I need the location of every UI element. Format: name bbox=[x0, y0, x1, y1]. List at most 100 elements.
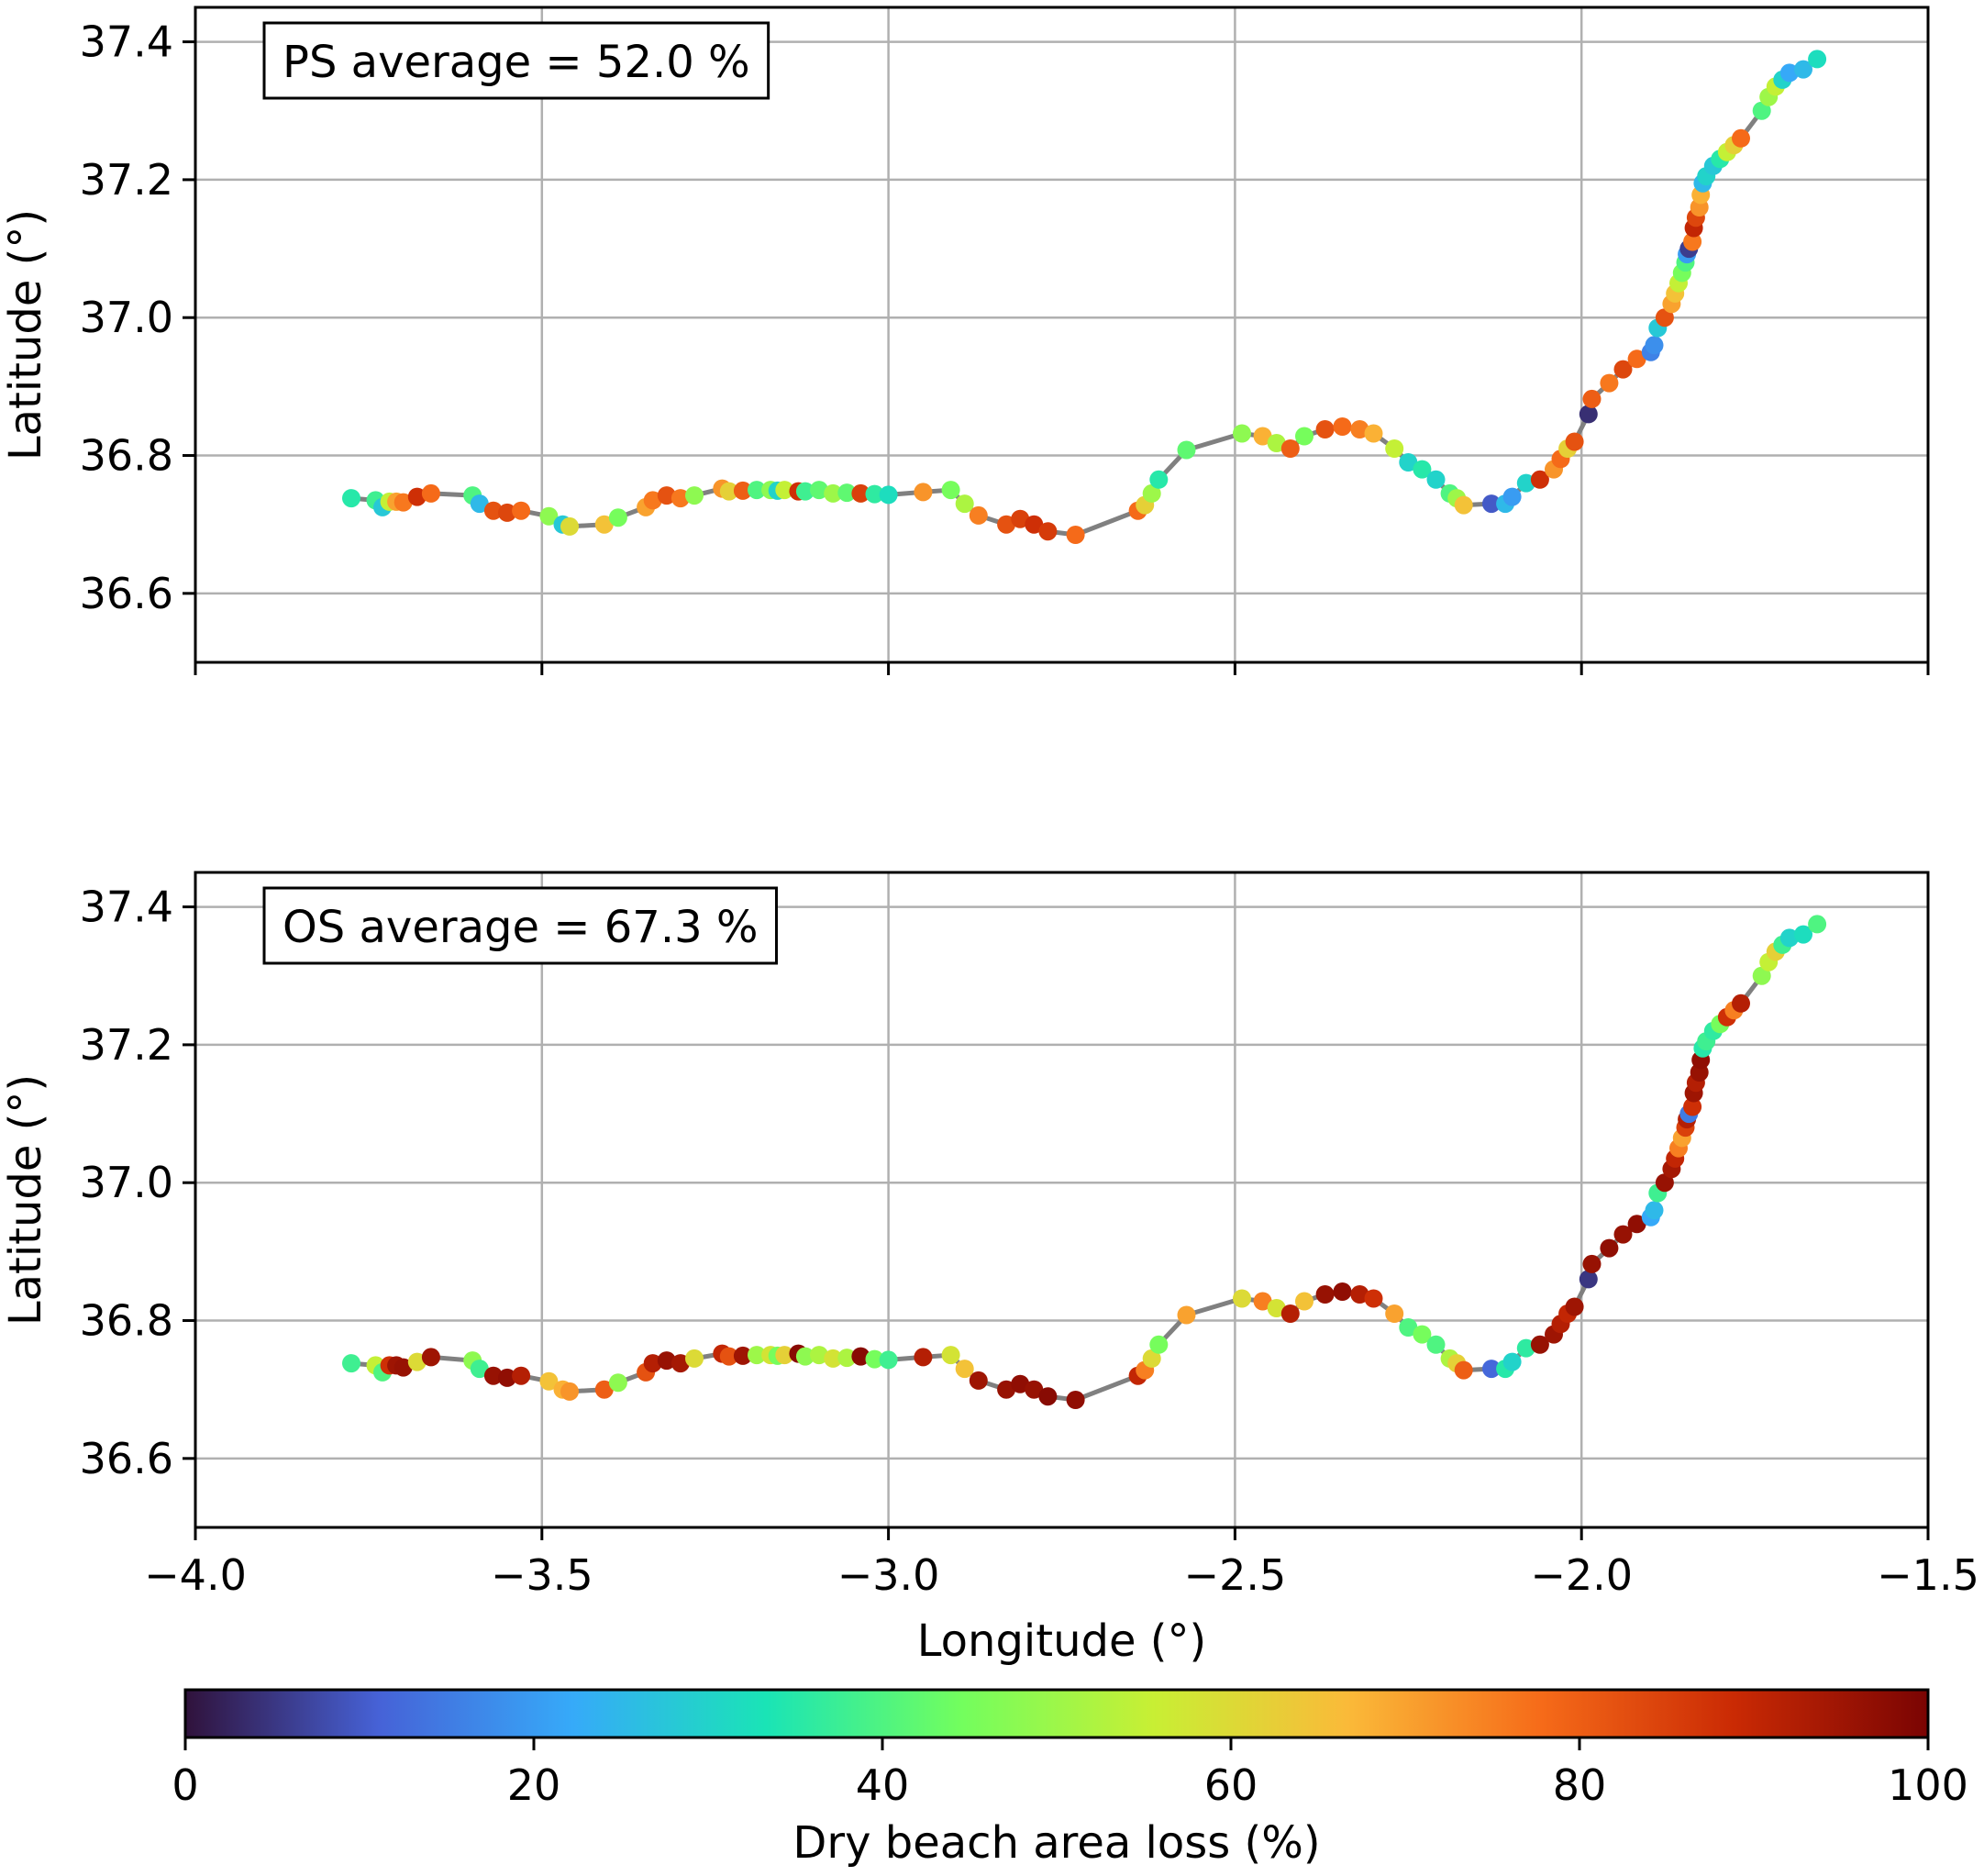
data-point bbox=[539, 1371, 559, 1391]
data-point bbox=[1645, 336, 1664, 355]
data-point bbox=[483, 501, 503, 520]
x-tick-label: −3.0 bbox=[837, 1550, 940, 1600]
data-point bbox=[671, 489, 690, 508]
data-point bbox=[1482, 494, 1501, 514]
data-point bbox=[483, 1366, 503, 1385]
data-point bbox=[865, 1349, 884, 1369]
data-point bbox=[865, 484, 884, 504]
data-point bbox=[879, 485, 898, 505]
data-point bbox=[1149, 1335, 1169, 1354]
y-tick-label: 37.2 bbox=[80, 155, 173, 205]
bottom-panel: 36.6 36.8 37.0 37.2 37.4 −4.0 −3.5 −3.0 −2.5 −2.… bbox=[0, 871, 1979, 1667]
data-point bbox=[1502, 487, 1522, 506]
data-point bbox=[1752, 966, 1771, 985]
data-point bbox=[1253, 1292, 1272, 1311]
data-point bbox=[1333, 1282, 1352, 1301]
bottom-average-annotation: OS average = 67.3 % bbox=[262, 886, 778, 965]
data-point bbox=[775, 481, 794, 500]
data-point bbox=[1177, 440, 1196, 460]
data-point bbox=[1280, 1304, 1300, 1323]
data-point bbox=[1482, 1360, 1501, 1379]
data-point bbox=[1295, 1292, 1313, 1311]
data-point bbox=[719, 1347, 738, 1366]
colorbar-tick-label: 60 bbox=[1204, 1760, 1258, 1810]
data-point bbox=[795, 1347, 815, 1366]
data-point bbox=[1066, 526, 1085, 544]
colorbar-tick-label: 0 bbox=[172, 1760, 198, 1810]
data-point bbox=[1582, 389, 1602, 408]
data-point bbox=[512, 1366, 531, 1385]
bottom-annotation-text: OS average = 67.3 % bbox=[283, 902, 758, 953]
top-y-tick-labels: 36.6 36.8 37.0 37.2 37.4 bbox=[80, 17, 173, 618]
data-point bbox=[1315, 1285, 1335, 1304]
data-point bbox=[748, 481, 766, 500]
data-point bbox=[1038, 522, 1058, 541]
colorbar-tick-label: 40 bbox=[856, 1760, 910, 1810]
bottom-points bbox=[342, 915, 1827, 1409]
data-point bbox=[1732, 994, 1750, 1013]
data-point bbox=[421, 1348, 440, 1367]
data-point bbox=[407, 487, 427, 506]
y-tick-label: 36.6 bbox=[80, 569, 173, 618]
x-axis-label: Longitude (°) bbox=[917, 1615, 1206, 1667]
data-point bbox=[560, 1382, 579, 1401]
data-point bbox=[1426, 470, 1446, 489]
data-point bbox=[837, 483, 857, 503]
data-point bbox=[685, 486, 704, 505]
data-point bbox=[851, 483, 870, 503]
y-tick-label: 37.4 bbox=[80, 17, 173, 67]
x-tick-label: −2.5 bbox=[1184, 1550, 1287, 1600]
data-point bbox=[914, 1348, 933, 1367]
data-point bbox=[1613, 1225, 1633, 1244]
data-point bbox=[719, 482, 738, 501]
data-point bbox=[1645, 1201, 1664, 1220]
data-point bbox=[1613, 360, 1633, 379]
data-point bbox=[1565, 1297, 1584, 1316]
data-point bbox=[824, 483, 843, 503]
colorbar-tick-label: 100 bbox=[1888, 1760, 1968, 1810]
data-point bbox=[795, 482, 815, 501]
top-average-annotation: PS average = 52.0 % bbox=[262, 21, 770, 100]
data-point bbox=[539, 506, 559, 526]
data-point bbox=[1233, 1289, 1251, 1308]
data-point bbox=[969, 1371, 988, 1390]
bottom-ticks bbox=[183, 905, 1930, 1540]
data-point bbox=[1066, 1391, 1085, 1409]
data-point bbox=[1655, 1173, 1674, 1193]
data-point bbox=[1142, 1349, 1161, 1368]
data-point bbox=[1579, 1270, 1598, 1289]
data-point bbox=[1683, 232, 1702, 251]
data-point bbox=[1579, 405, 1598, 424]
data-point bbox=[1752, 101, 1771, 120]
data-point bbox=[643, 491, 662, 510]
y-tick-label: 36.6 bbox=[80, 1434, 173, 1483]
data-point bbox=[1627, 350, 1646, 369]
data-point bbox=[407, 1352, 427, 1371]
data-point bbox=[594, 1380, 614, 1399]
data-point bbox=[1794, 60, 1812, 79]
data-point bbox=[685, 1349, 704, 1368]
bottom-x-tick-labels: −4.0 −3.5 −3.0 −2.5 −2.0 −1.5 bbox=[144, 1550, 1979, 1600]
data-point bbox=[560, 516, 579, 536]
data-point bbox=[941, 1346, 960, 1365]
data-point bbox=[1011, 1374, 1030, 1393]
data-point bbox=[810, 1346, 828, 1365]
data-point bbox=[1177, 1305, 1196, 1325]
bottom-axes-frame bbox=[194, 871, 1930, 1529]
colorbar-ticks: 0 20 40 60 80 100 bbox=[172, 1737, 1968, 1810]
data-point bbox=[393, 1358, 413, 1377]
data-point bbox=[608, 508, 627, 527]
top-annotation-text: PS average = 52.0 % bbox=[283, 37, 750, 88]
x-tick-label: −3.5 bbox=[491, 1550, 593, 1600]
data-point bbox=[1267, 1299, 1286, 1317]
y-tick-label: 36.8 bbox=[80, 1296, 173, 1346]
data-point bbox=[851, 1347, 870, 1366]
data-point bbox=[1600, 1238, 1619, 1258]
top-ticks bbox=[183, 40, 1930, 675]
data-point bbox=[657, 486, 676, 505]
data-point bbox=[775, 1346, 794, 1365]
data-point bbox=[1454, 495, 1473, 515]
data-point bbox=[1600, 373, 1619, 393]
data-point bbox=[342, 1354, 360, 1373]
